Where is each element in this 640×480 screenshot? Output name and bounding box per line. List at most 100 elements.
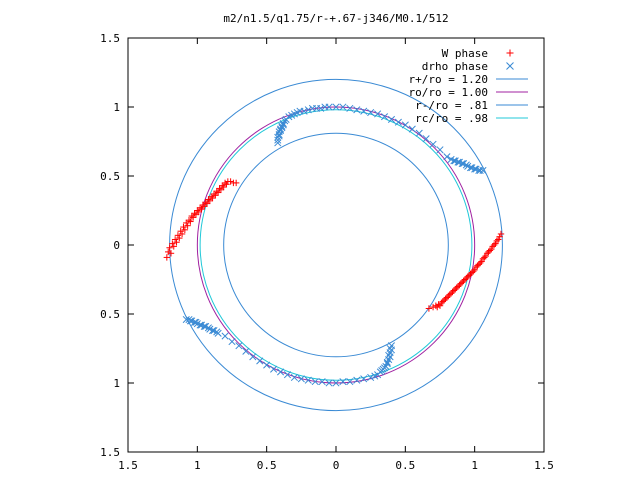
- legend-label-1: drho phase: [422, 60, 488, 73]
- drho-point-25: [353, 106, 361, 114]
- drho-point-33: [408, 125, 416, 133]
- w-point-83: [478, 258, 485, 265]
- drho-point-108: [213, 328, 221, 336]
- drho-point-96: [383, 360, 391, 368]
- w-point-58: [454, 283, 462, 290]
- drho-point-57: [472, 165, 480, 173]
- data-points: [163, 103, 505, 387]
- w-point-68: [482, 252, 489, 260]
- w-point-73: [496, 233, 503, 240]
- legend-label-0: W phase: [442, 47, 488, 60]
- w-point-52: [438, 299, 445, 307]
- drho-point-54: [460, 160, 468, 168]
- drho-point-29: [380, 113, 389, 121]
- w-point-85: [489, 243, 496, 250]
- x-tick-label-1: 1: [194, 459, 201, 472]
- w-point-20: [216, 185, 223, 192]
- drho-point-50: [279, 121, 287, 129]
- drho-point-37: [436, 146, 444, 154]
- drho-point-59: [182, 315, 190, 324]
- w-point-76: [439, 298, 446, 305]
- w-point-69: [485, 248, 492, 256]
- drho-point-3: [275, 131, 283, 139]
- drho-point-32: [401, 121, 409, 129]
- drho-point-74: [256, 357, 264, 365]
- y-tick-label-6: 1.5: [100, 446, 120, 459]
- drho-point-28: [374, 110, 382, 118]
- w-point-27: [170, 243, 177, 250]
- drho-point-26: [360, 107, 368, 115]
- drho-point-86: [339, 378, 347, 386]
- drho-point-113: [386, 344, 394, 353]
- axis-ticks: 1.5 1 0.5 0 0.5 1 1.51.510.500.511.5: [100, 32, 554, 472]
- x-tick-label-6: 1.5: [534, 459, 554, 472]
- w-point-32: [198, 205, 205, 213]
- drho-point-70: [228, 338, 236, 346]
- x-tick-label-5: 1: [471, 459, 478, 472]
- w-point-97: [492, 240, 499, 247]
- drho-point-111: [383, 358, 391, 366]
- x-tick-label-4: 0.5: [395, 459, 415, 472]
- drho-point-21: [325, 103, 333, 111]
- drho-point-47: [275, 132, 283, 140]
- w-point-46: [217, 186, 225, 193]
- w-point-40: [184, 222, 191, 229]
- drho-point-31: [394, 118, 402, 126]
- w-point-53: [440, 297, 448, 304]
- w-point-10: [188, 212, 195, 220]
- w-point-9: [185, 216, 193, 224]
- w-point-61: [463, 274, 470, 282]
- w-point-17: [208, 193, 215, 200]
- drho-point-36: [429, 140, 437, 148]
- drho-point-88: [353, 376, 361, 384]
- w-point-59: [457, 280, 464, 287]
- y-tick-label-0: 1.5: [100, 32, 120, 45]
- w-point-86: [495, 236, 502, 243]
- w-point-72: [493, 237, 501, 245]
- w-point-65: [474, 262, 481, 269]
- drho-point-55: [464, 162, 472, 170]
- drho-point-0: [274, 139, 282, 147]
- w-point-80: [461, 276, 469, 283]
- y-tick-label-1: 1: [113, 101, 120, 114]
- w-point-81: [467, 270, 474, 278]
- drho-point-30: [387, 115, 396, 123]
- drho-point-75: [263, 361, 271, 369]
- drho-point-89: [360, 375, 368, 383]
- w-point-60: [460, 277, 467, 285]
- legend-label-4: r-/ro = .81: [415, 99, 488, 112]
- w-point-84: [483, 250, 491, 257]
- drho-point-23: [339, 103, 347, 111]
- drho-point-90: [367, 373, 375, 382]
- w-point-28: [176, 234, 183, 242]
- drho-point-81: [304, 376, 312, 384]
- w-point-94: [475, 261, 483, 268]
- w-point-67: [479, 255, 487, 262]
- reference-circles: [169, 78, 503, 412]
- drho-point-103: [192, 318, 200, 326]
- drho-point-15: [300, 107, 308, 115]
- x-tick-label-2: 0.5: [257, 459, 277, 472]
- drho-point-77: [276, 368, 285, 376]
- w-point-77: [445, 292, 452, 300]
- drho-point-80: [297, 375, 305, 383]
- w-point-78: [450, 287, 458, 294]
- x-tick-label-3: 0: [333, 459, 340, 472]
- drho-point-79: [290, 373, 298, 382]
- drho-point-1: [274, 136, 282, 144]
- w-point-70: [488, 245, 495, 253]
- legend-label-3: ro/ro = 1.00: [409, 86, 488, 99]
- w-point-15: [202, 199, 209, 206]
- drho-point-22: [332, 103, 340, 111]
- drho-point-69: [221, 332, 229, 340]
- w-point-87: [436, 302, 444, 309]
- w-point-37: [167, 250, 175, 257]
- w-point-0: [163, 254, 171, 261]
- w-point-12: [194, 207, 201, 214]
- w-point-57: [452, 285, 459, 293]
- y-tick-label-5: 1: [113, 377, 120, 390]
- drho-point-46: [479, 166, 487, 175]
- drho-point-19: [317, 104, 325, 112]
